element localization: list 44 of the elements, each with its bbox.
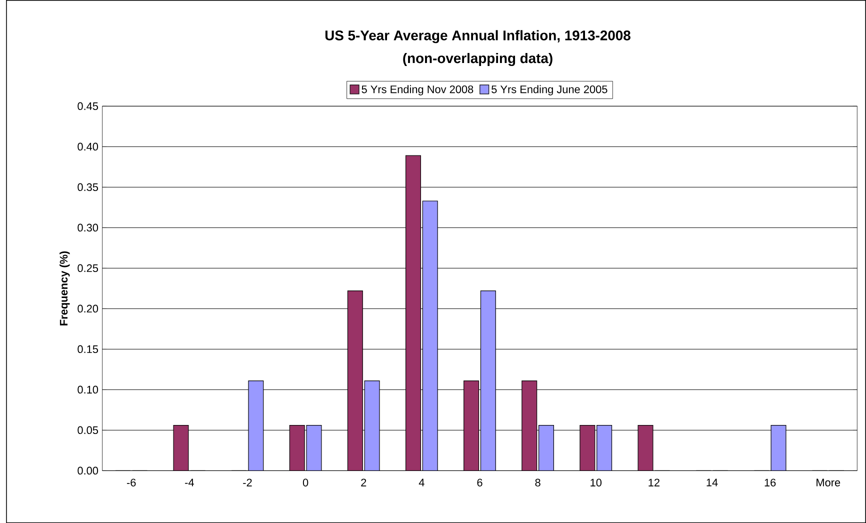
bar: [422, 200, 438, 471]
x-tick-label: -2: [243, 478, 252, 486]
y-tick-label: 0.10: [78, 386, 98, 394]
bar: [306, 424, 322, 471]
x-tick-label: More: [816, 478, 840, 486]
chart-title: US 5-Year Average Annual Inflation, 1913-2008: [325, 30, 630, 44]
x-tick-label: 0: [302, 478, 308, 486]
x-tick-label: 10: [590, 478, 602, 486]
bar: [289, 424, 305, 471]
x-tick-label: 4: [418, 478, 424, 486]
y-tick-label: 0.30: [78, 224, 98, 232]
bar: [638, 424, 654, 471]
bar: [464, 380, 480, 471]
x-tick-label: 6: [477, 478, 482, 486]
y-tick-label: 0.45: [78, 102, 98, 110]
bar: [538, 424, 554, 471]
bar: [522, 380, 538, 471]
y-tick-label: 0.00: [78, 466, 98, 474]
bar: [364, 380, 380, 471]
bar: [480, 290, 496, 471]
y-tick-label: 0.05: [78, 426, 98, 434]
x-tick-label: 2: [361, 478, 366, 486]
bar: [405, 155, 421, 471]
bar: [173, 424, 189, 471]
bar: [347, 290, 363, 471]
y-tick-label: 0.35: [78, 183, 98, 191]
x-tick-label: -4: [185, 478, 194, 486]
bar: [248, 380, 264, 471]
legend-label: 5 Yrs Ending Nov 2008: [362, 85, 474, 96]
x-tick-label: 16: [764, 478, 776, 486]
chart-subtitle: (non-overlapping data): [403, 52, 552, 66]
y-tick-label: 0.25: [78, 264, 98, 272]
bar: [770, 424, 786, 471]
bar: [580, 424, 596, 471]
y-tick-label: 0.40: [78, 142, 98, 150]
y-tick-label: 0.20: [78, 304, 98, 312]
y-axis-title: Frequency (%): [60, 251, 70, 326]
y-tick-label: 0.15: [78, 345, 98, 353]
x-tick-label: 14: [706, 478, 718, 486]
x-tick-label: 8: [535, 478, 540, 486]
bar: [596, 424, 612, 471]
legend-label: 5 Yrs Ending June 2005: [492, 85, 608, 96]
x-tick-label: -6: [126, 478, 136, 486]
x-tick-label: 12: [648, 478, 660, 486]
